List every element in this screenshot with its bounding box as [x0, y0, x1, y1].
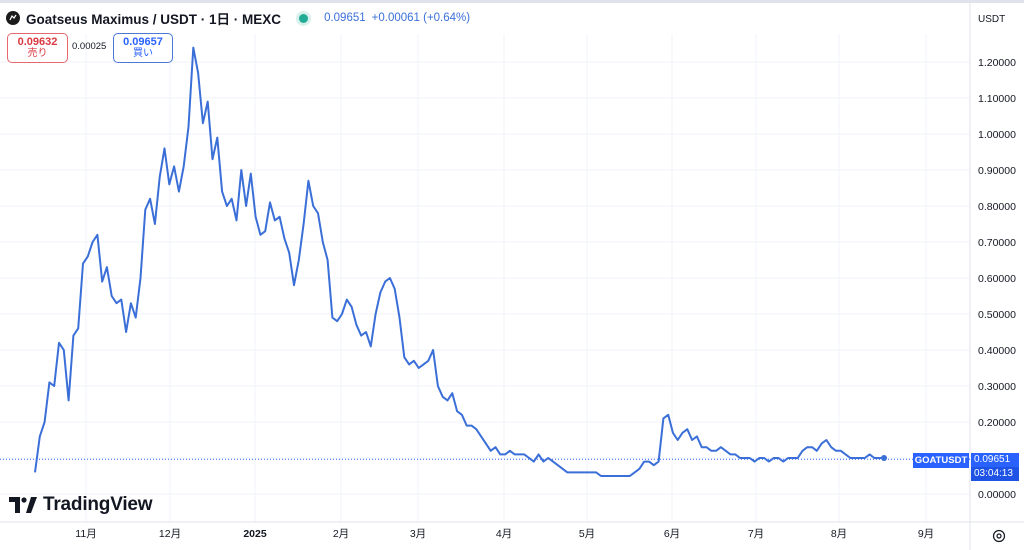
tradingview-icon — [9, 497, 37, 513]
y-tick-label: 0.90000 — [978, 165, 1016, 177]
x-tick-label: 8月 — [831, 528, 847, 540]
buy-button[interactable]: 0.09657 買い — [113, 33, 173, 63]
x-tick-label: 6月 — [664, 528, 680, 540]
top-border — [0, 0, 1024, 3]
market-open-icon — [299, 13, 309, 23]
x-tick-label: 3月 — [410, 528, 426, 540]
gear-icon[interactable] — [991, 528, 1007, 544]
spread-value: 0.00025 — [72, 41, 107, 52]
y-tick-label: 1.20000 — [978, 57, 1016, 69]
symbol-title[interactable]: Goatseus Maximus / USDT · 1日 · MEXC — [26, 12, 282, 27]
x-tick-label: 2025 — [243, 528, 267, 540]
x-tick-label: 4月 — [496, 528, 512, 540]
x-tick-label: 11月 — [75, 528, 96, 540]
x-tick-label: 2月 — [333, 528, 349, 540]
tradingview-logo[interactable]: TradingView — [9, 494, 153, 516]
last-price-tag: 0.09651 — [971, 453, 1019, 467]
last-point-marker — [881, 455, 887, 461]
sell-button[interactable]: 0.09632 売り — [7, 33, 68, 63]
y-tick-label: 0.50000 — [978, 309, 1016, 321]
currency-label: USDT — [978, 13, 1006, 25]
price-line — [34, 46, 884, 477]
x-tick-label: 12月 — [159, 528, 181, 540]
x-tick-label: 9月 — [918, 528, 934, 540]
price-change: +0.00061 (+0.64%) — [371, 12, 471, 24]
y-tick-label: 0.00000 — [978, 489, 1016, 501]
bar-countdown: 03:04:13 — [971, 467, 1019, 481]
brand-name: TradingView — [43, 494, 153, 515]
y-tick-label: 0.80000 — [978, 201, 1016, 213]
last-price: 0.09651 — [324, 12, 366, 24]
symbol-header[interactable]: Goatseus Maximus / USDT · 1日 · MEXC 0.09… — [6, 8, 470, 28]
y-tick-label: 0.70000 — [978, 237, 1016, 249]
symbol-tag: GOATUSDT — [913, 453, 969, 468]
y-tick-label: 1.00000 — [978, 129, 1016, 141]
currency-selector[interactable]: USDT — [975, 10, 1018, 28]
x-tick-label: 5月 — [579, 528, 595, 540]
goat-logo-icon — [6, 11, 20, 25]
buy-label: 買い — [133, 48, 153, 59]
y-tick-label: 0.20000 — [978, 417, 1016, 429]
sell-price: 0.09632 — [17, 36, 58, 48]
y-tick-label: 1.10000 — [978, 93, 1016, 105]
x-tick-label: 7月 — [748, 528, 764, 540]
y-tick-label: 0.30000 — [978, 381, 1016, 393]
y-tick-label: 0.40000 — [978, 345, 1016, 357]
y-tick-label: 0.60000 — [978, 273, 1016, 285]
sell-label: 売り — [27, 48, 48, 59]
buy-price: 0.09657 — [123, 36, 163, 48]
